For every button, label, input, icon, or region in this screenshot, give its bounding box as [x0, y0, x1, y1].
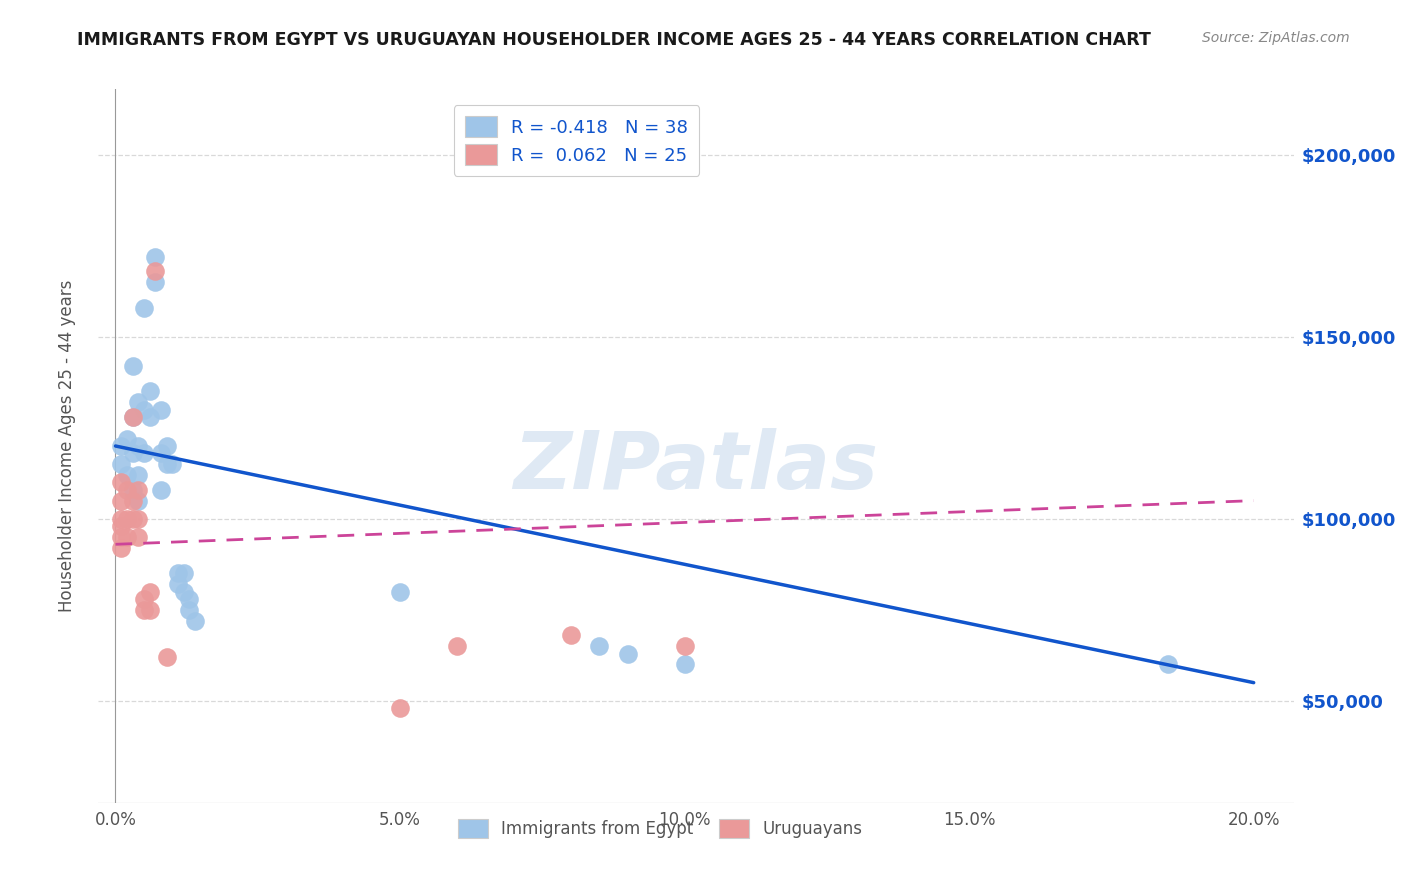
- Point: [110, 475, 132, 490]
- Point: [121, 446, 143, 460]
- Point: [132, 446, 155, 460]
- Point: [121, 483, 143, 497]
- Point: [132, 603, 155, 617]
- Point: [138, 384, 160, 399]
- Point: [173, 566, 195, 581]
- Point: [110, 439, 132, 453]
- Point: [138, 409, 160, 424]
- Point: [156, 457, 179, 471]
- Text: Source: ZipAtlas.com: Source: ZipAtlas.com: [1202, 31, 1350, 45]
- Point: [115, 530, 138, 544]
- Point: [115, 468, 138, 483]
- Point: [110, 530, 132, 544]
- Point: [588, 639, 610, 653]
- Point: [110, 457, 132, 471]
- Point: [127, 439, 149, 453]
- Point: [121, 512, 143, 526]
- Point: [389, 701, 412, 715]
- Point: [121, 409, 143, 424]
- Point: [673, 657, 696, 672]
- Point: [179, 603, 201, 617]
- Point: [110, 493, 132, 508]
- Point: [179, 591, 201, 606]
- Point: [110, 519, 132, 533]
- Point: [132, 591, 155, 606]
- Point: [121, 409, 143, 424]
- Point: [616, 647, 638, 661]
- Point: [167, 577, 190, 591]
- Point: [173, 584, 195, 599]
- Point: [143, 275, 166, 289]
- Point: [138, 603, 160, 617]
- Point: [150, 483, 173, 497]
- Point: [167, 566, 190, 581]
- Text: ZIPatlas: ZIPatlas: [513, 428, 879, 507]
- Point: [127, 530, 149, 544]
- Point: [150, 446, 173, 460]
- Point: [121, 493, 143, 508]
- Point: [446, 639, 468, 653]
- Point: [184, 614, 207, 628]
- Point: [127, 468, 149, 483]
- Legend: Immigrants from Egypt, Uruguayans: Immigrants from Egypt, Uruguayans: [449, 809, 872, 848]
- Point: [156, 439, 179, 453]
- Point: [110, 541, 132, 555]
- Point: [110, 512, 132, 526]
- Point: [115, 512, 138, 526]
- Point: [162, 457, 184, 471]
- Point: [150, 402, 173, 417]
- Point: [115, 432, 138, 446]
- Point: [389, 584, 412, 599]
- Point: [132, 301, 155, 315]
- Point: [143, 250, 166, 264]
- Y-axis label: Householder Income Ages 25 - 44 years: Householder Income Ages 25 - 44 years: [58, 280, 76, 612]
- Point: [127, 493, 149, 508]
- Point: [143, 264, 166, 278]
- Point: [138, 584, 160, 599]
- Point: [132, 402, 155, 417]
- Point: [127, 395, 149, 409]
- Point: [673, 639, 696, 653]
- Point: [115, 483, 138, 497]
- Text: IMMIGRANTS FROM EGYPT VS URUGUAYAN HOUSEHOLDER INCOME AGES 25 - 44 YEARS CORRELA: IMMIGRANTS FROM EGYPT VS URUGUAYAN HOUSE…: [77, 31, 1152, 49]
- Point: [127, 512, 149, 526]
- Point: [121, 359, 143, 373]
- Point: [560, 628, 582, 642]
- Point: [127, 483, 149, 497]
- Point: [1157, 657, 1180, 672]
- Point: [156, 650, 179, 665]
